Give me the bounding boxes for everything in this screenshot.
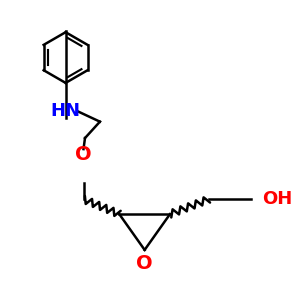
Text: OH: OH <box>262 190 293 208</box>
Text: HN: HN <box>51 102 81 120</box>
Text: O: O <box>75 145 92 164</box>
Text: O: O <box>136 254 153 273</box>
